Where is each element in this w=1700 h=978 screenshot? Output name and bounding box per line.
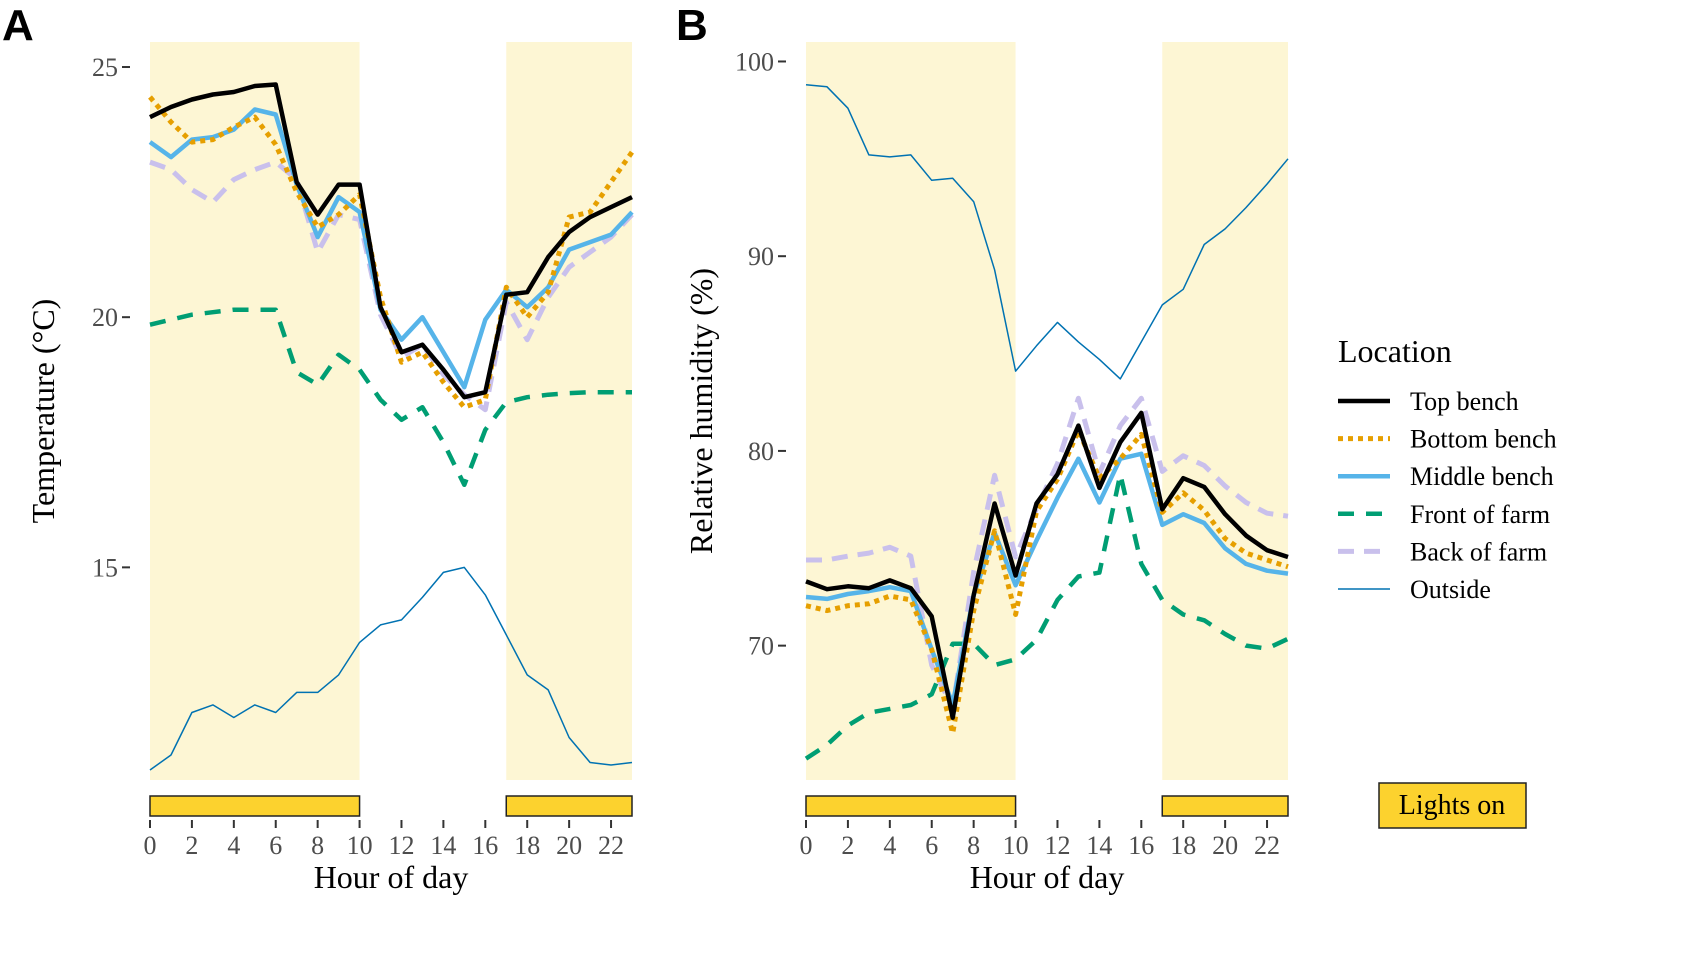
panel-b-xtick-label-10: 10 <box>1003 831 1029 860</box>
panel-b-ytick-label-70: 70 <box>748 632 774 661</box>
legend-label-back-of-farm: Back of farm <box>1410 537 1547 566</box>
panel-b-xtick-label-4: 4 <box>883 831 896 860</box>
panel-a-xtick-label-18: 18 <box>514 831 540 860</box>
lights-on-label: Lights on <box>1399 790 1506 821</box>
panel-b-series-front-of-farm <box>804 472 1289 761</box>
legend-label-outside: Outside <box>1410 575 1491 604</box>
panel-a-xtick-label-4: 4 <box>227 831 240 860</box>
panel-a-series-outside <box>149 566 633 771</box>
panel-b-humidity: 70 80 90 100 0 2 4 6 8 10 12 14 16 18 20 22 Hour of day R… <box>676 1 1289 895</box>
panel-a-ytick-label-25: 25 <box>92 53 118 82</box>
panel-a-ytick-label-15: 15 <box>92 553 118 582</box>
panel-a-series-top-bench <box>149 82 633 400</box>
panel-b-ytick-label-90: 90 <box>748 242 774 271</box>
panel-a-letter: A <box>2 1 34 50</box>
legend-label-top-bench: Top bench <box>1410 387 1519 416</box>
panel-a-xtick-label-10: 10 <box>347 831 373 860</box>
panel-a-xtick-label-6: 6 <box>269 831 282 860</box>
panel-b-xtick-label-18: 18 <box>1170 831 1196 860</box>
panel-b-lights-bar-0 <box>805 795 1017 817</box>
panel-a-y-axis-title: Temperature (°C) <box>25 299 61 524</box>
panel-a-xtick-label-14: 14 <box>430 831 456 860</box>
panel-b-xtick-label-12: 12 <box>1044 831 1070 860</box>
panel-b-xtick-label-8: 8 <box>967 831 980 860</box>
panel-b-series-top-bench <box>805 410 1289 720</box>
panel-b-lights-shade-0 <box>806 42 1016 780</box>
panel-a-series-back-of-farm <box>149 159 634 413</box>
panel-b-xtick-label-20: 20 <box>1212 831 1238 860</box>
panel-b-lights-bar-1 <box>1161 795 1289 817</box>
legend: Location Top bench Bottom bench Middle benc… <box>1338 333 1557 829</box>
panel-b-series-bottom-bench <box>805 428 1289 736</box>
legend-label-middle-bench: Middle bench <box>1410 462 1554 491</box>
panel-b-lights-shade-1 <box>1162 42 1288 780</box>
panel-a-lights-shade-1 <box>506 42 632 780</box>
panel-a-x-axis-title: Hour of day <box>314 859 469 895</box>
panel-b-letter: B <box>676 1 708 50</box>
panel-b-xtick-label-16: 16 <box>1128 831 1154 860</box>
panel-a-temperature: 15 20 25 0 2 4 6 8 10 12 14 16 18 20 22 Hour of day Temp… <box>2 1 635 895</box>
panel-b-x-axis-title: Hour of day <box>970 859 1125 895</box>
panel-a-xtick-label-0: 0 <box>144 831 157 860</box>
legend-title: Location <box>1338 333 1452 369</box>
panel-a-xtick-label-12: 12 <box>388 831 414 860</box>
panel-a-lights-shade-0 <box>150 42 360 780</box>
panel-a-ytick-label-20: 20 <box>92 303 118 332</box>
panel-b-series-outside <box>805 84 1289 380</box>
legend-label-front-of-farm: Front of farm <box>1410 500 1550 529</box>
panel-a-xtick-label-8: 8 <box>311 831 324 860</box>
panel-b-xtick-label-0: 0 <box>800 831 813 860</box>
panel-a-series-bottom-bench <box>148 95 635 410</box>
lights-on-key <box>1378 782 1527 829</box>
panel-a-lights-bar-1 <box>505 795 633 817</box>
panel-a-lights-bar-0 <box>149 795 361 817</box>
panel-b-xtick-label-14: 14 <box>1086 831 1112 860</box>
panel-a-xtick-label-22: 22 <box>598 831 624 860</box>
panel-b-y-axis-title: Relative humidity (%) <box>683 268 719 554</box>
panel-b-xtick-label-2: 2 <box>841 831 854 860</box>
panel-a-series-front-of-farm <box>149 307 632 488</box>
panel-b-ytick-label-80: 80 <box>748 437 774 466</box>
panel-b-xtick-label-6: 6 <box>925 831 938 860</box>
panel-a-xtick-label-20: 20 <box>556 831 582 860</box>
panel-b-ytick-label-100: 100 <box>735 47 774 76</box>
panel-b-xtick-label-22: 22 <box>1254 831 1280 860</box>
legend-label-bottom-bench: Bottom bench <box>1410 425 1557 454</box>
panel-b-series-middle-bench <box>805 451 1289 707</box>
panel-a-xtick-label-16: 16 <box>472 831 498 860</box>
panel-a-xtick-label-2: 2 <box>185 831 198 860</box>
